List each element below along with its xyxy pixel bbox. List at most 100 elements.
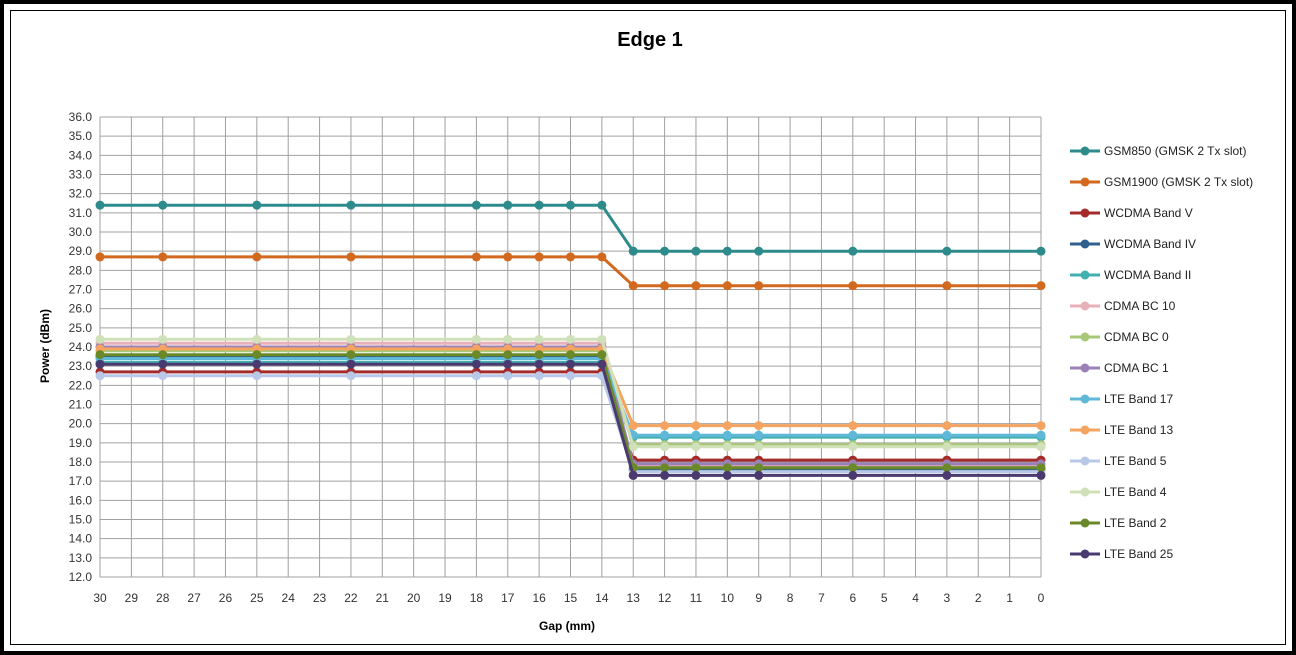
data-point xyxy=(503,371,513,381)
data-point xyxy=(346,252,356,262)
data-point xyxy=(722,281,732,291)
data-point xyxy=(691,442,701,452)
data-point xyxy=(471,371,481,381)
data-point xyxy=(848,421,858,431)
data-point xyxy=(1036,281,1046,291)
data-point xyxy=(534,371,544,381)
y-axis-label: Power (dBm) xyxy=(38,309,52,383)
data-point xyxy=(1036,442,1046,452)
y-tick-label: 22.0 xyxy=(69,378,93,392)
legend-label: CDMA BC 0 xyxy=(1104,330,1169,344)
data-point xyxy=(754,421,764,431)
data-point xyxy=(848,246,858,256)
series-0 xyxy=(95,200,1046,256)
y-tick-label: 36.0 xyxy=(69,110,93,124)
data-point xyxy=(942,463,952,473)
data-point xyxy=(95,350,105,360)
data-point xyxy=(691,281,701,291)
data-point xyxy=(722,463,732,473)
x-tick-label: 5 xyxy=(881,591,888,605)
legend-label: CDMA BC 1 xyxy=(1104,361,1169,375)
y-tick-label: 28.0 xyxy=(69,263,93,277)
chart-title: Edge 1 xyxy=(617,29,683,51)
legend-swatch-marker xyxy=(1080,456,1090,466)
data-point xyxy=(597,252,607,262)
legend-item: LTE Band 13 xyxy=(1070,423,1173,437)
legend-swatch-marker xyxy=(1080,177,1090,187)
data-point xyxy=(942,421,952,431)
legend-label: LTE Band 4 xyxy=(1104,485,1167,499)
x-tick-label: 25 xyxy=(250,591,264,605)
data-point xyxy=(534,334,544,344)
y-tick-label: 18.0 xyxy=(69,455,93,469)
y-tick-label: 16.0 xyxy=(69,493,93,507)
grid xyxy=(99,116,1042,578)
data-point xyxy=(660,430,670,440)
legend-label: CDMA BC 10 xyxy=(1104,299,1176,313)
data-point xyxy=(1036,430,1046,440)
data-point xyxy=(503,350,513,360)
x-tick-label: 17 xyxy=(501,591,515,605)
data-point xyxy=(660,281,670,291)
y-tick-label: 15.0 xyxy=(69,513,93,527)
data-point xyxy=(628,246,638,256)
x-tick-label: 7 xyxy=(818,591,825,605)
legend-item: LTE Band 5 xyxy=(1070,454,1167,468)
legend-item: LTE Band 25 xyxy=(1070,547,1173,561)
data-point xyxy=(722,430,732,440)
data-point xyxy=(848,442,858,452)
y-tick-label: 20.0 xyxy=(69,417,93,431)
legend-item: CDMA BC 0 xyxy=(1070,330,1169,344)
data-point xyxy=(942,442,952,452)
y-tick-label: 35.0 xyxy=(69,129,93,143)
data-point xyxy=(158,200,168,210)
legend-label: GSM1900 (GMSK 2 Tx slot) xyxy=(1104,175,1253,189)
data-point xyxy=(534,200,544,210)
data-point xyxy=(95,334,105,344)
data-point xyxy=(252,252,262,262)
data-point xyxy=(722,421,732,431)
series-13 xyxy=(95,359,1046,480)
data-point xyxy=(1036,246,1046,256)
x-tick-label: 24 xyxy=(282,591,296,605)
y-tick-label: 23.0 xyxy=(69,359,93,373)
data-point xyxy=(566,350,575,360)
data-point xyxy=(691,463,701,473)
legend-item: GSM850 (GMSK 2 Tx slot) xyxy=(1070,144,1246,158)
y-tick-label: 33.0 xyxy=(69,168,93,182)
data-point xyxy=(722,470,732,480)
y-tick-label: 24.0 xyxy=(69,340,93,354)
y-tick-label: 29.0 xyxy=(69,244,93,258)
legend-swatch-marker xyxy=(1080,301,1090,311)
y-tick-label: 26.0 xyxy=(69,302,93,316)
legend-item: GSM1900 (GMSK 2 Tx slot) xyxy=(1070,175,1253,189)
data-point xyxy=(346,200,356,210)
legend-label: LTE Band 17 xyxy=(1104,392,1173,406)
x-tick-label: 2 xyxy=(975,591,982,605)
data-point xyxy=(158,252,168,262)
x-tick-label: 16 xyxy=(532,591,546,605)
data-point xyxy=(252,334,262,344)
legend-label: WCDMA Band II xyxy=(1104,268,1191,282)
data-point xyxy=(346,359,356,369)
y-tick-label: 31.0 xyxy=(69,206,93,220)
legend-label: LTE Band 2 xyxy=(1104,516,1167,530)
data-point xyxy=(597,359,607,369)
legend-label: WCDMA Band IV xyxy=(1104,237,1196,251)
legend-item: WCDMA Band V xyxy=(1070,206,1193,220)
data-point xyxy=(942,246,952,256)
data-point xyxy=(566,252,575,262)
legend-label: WCDMA Band V xyxy=(1104,206,1193,220)
data-point xyxy=(1036,463,1046,473)
data-point xyxy=(252,200,262,210)
x-tick-label: 22 xyxy=(344,591,358,605)
data-point xyxy=(754,470,764,480)
x-axis-ticks: 30 29 28 27 26 25 24 23 22 21 20 19 18 17 16 15 14 13 12 11… xyxy=(93,591,1044,605)
legend-swatch-marker xyxy=(1080,332,1090,342)
legend-swatch-marker xyxy=(1080,208,1090,218)
x-tick-label: 11 xyxy=(690,591,703,605)
legend-swatch-marker xyxy=(1080,549,1090,559)
data-point xyxy=(158,359,168,369)
data-point xyxy=(660,470,670,480)
data-point xyxy=(597,334,607,344)
